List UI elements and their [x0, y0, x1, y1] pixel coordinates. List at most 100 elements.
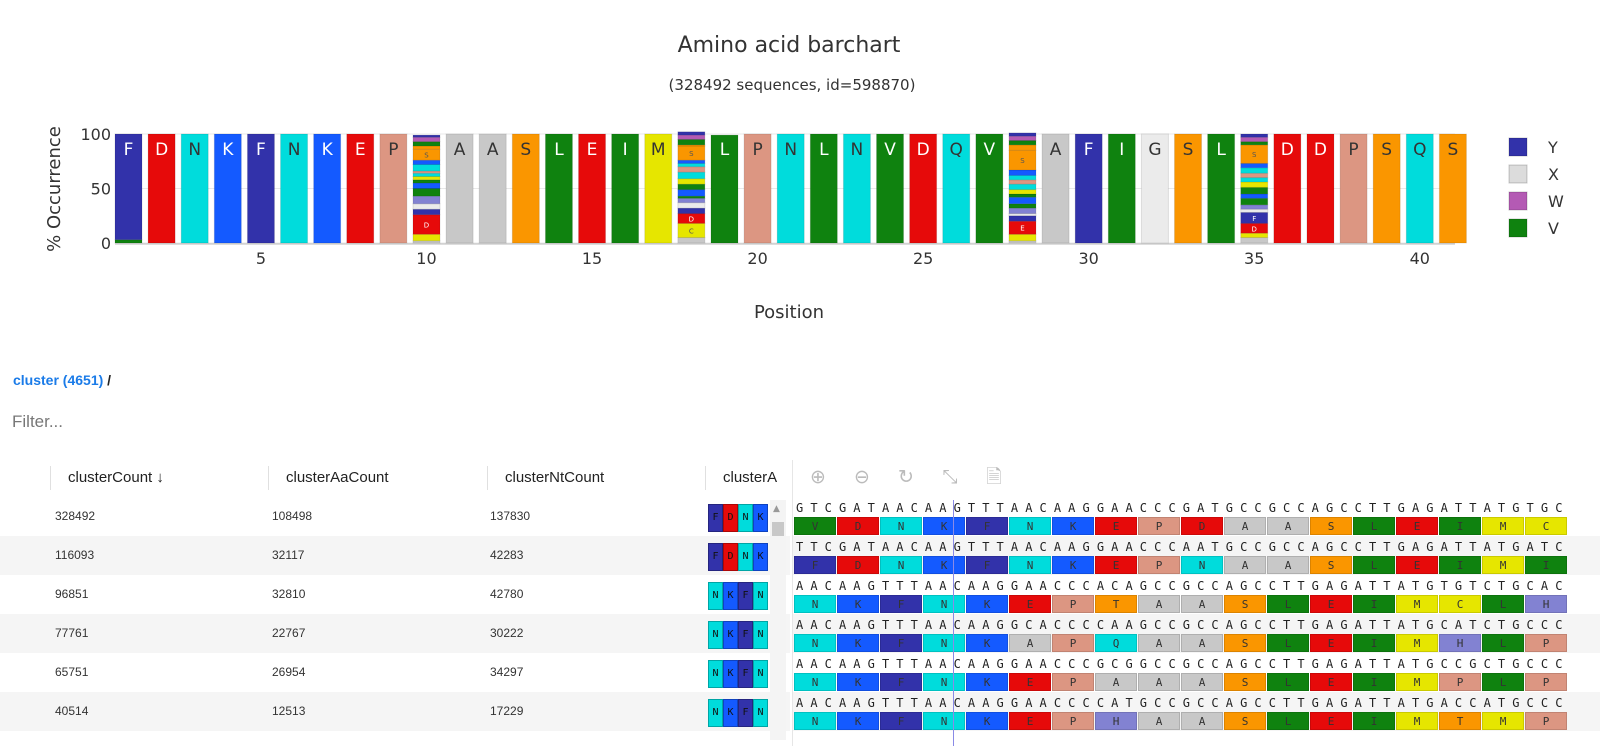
table-scrollbar[interactable]: ▲ — [770, 500, 786, 740]
bar-position-3: N — [180, 133, 209, 244]
zoom-in-icon[interactable]: ⊕ — [810, 466, 826, 488]
bar-segment-D — [147, 133, 176, 244]
aa-cell: K — [966, 595, 1008, 613]
bar-position-7: K — [313, 133, 342, 244]
bar-letter: V — [984, 140, 996, 160]
aa-cell: E — [1310, 673, 1352, 691]
bar-position-9: P — [379, 133, 408, 244]
bar-letter: I — [623, 140, 628, 160]
aa-cell: S — [1310, 556, 1352, 574]
column-header-clusterntcount[interactable]: clusterNtCount — [487, 466, 705, 490]
mini-aa-cell — [708, 504, 723, 532]
bar-letter: F — [1084, 140, 1094, 160]
scroll-up-icon[interactable]: ▲ — [773, 504, 780, 514]
aa-cell: F — [966, 556, 1008, 574]
bar-segment-G — [1008, 213, 1037, 217]
bar-position-26: Q — [942, 133, 971, 244]
table-row[interactable]: 328492 108498 137830 FDNK — [0, 497, 790, 536]
reset-icon[interactable]: ↻ — [898, 466, 914, 488]
bar-segment-L — [809, 133, 838, 244]
aa-cell: S — [1224, 595, 1266, 613]
alignment-row: TTCGATAACAAGTTTAACAAGGAACCCAATGCCGCCAGCC… — [793, 536, 1600, 575]
scroll-thumb[interactable] — [772, 522, 784, 536]
cell-clustercount: 116093 — [55, 548, 95, 562]
bar-segment-N — [412, 172, 441, 178]
aa-cell: E — [1310, 595, 1352, 613]
x-tick-label: 15 — [582, 249, 602, 268]
bar-segment-V — [1008, 140, 1037, 146]
bar-segment-R — [1240, 162, 1269, 169]
segment-label: S — [689, 150, 694, 158]
bar-segment-Y — [412, 134, 441, 138]
aa-cell: C — [1439, 595, 1481, 613]
column-header-clustercount[interactable]: clusterCount ↓ — [50, 466, 268, 490]
bar-position-40: Q — [1405, 133, 1434, 244]
bar-segment-D — [1273, 133, 1302, 244]
segment-label: F — [1252, 215, 1256, 223]
aa-cell: N — [880, 556, 922, 574]
bar-segment-L — [1207, 133, 1236, 244]
filter-input[interactable] — [12, 412, 512, 432]
x-tick-label: 40 — [1410, 249, 1430, 268]
zoom-out-icon[interactable]: ⊖ — [854, 466, 870, 488]
aa-cell: D — [837, 517, 879, 535]
table-row[interactable]: 96851 32810 42780 NKFN — [0, 575, 790, 614]
table-row[interactable]: 65751 26954 34297 NKFN — [0, 653, 790, 692]
breadcrumb-cluster-link[interactable]: cluster (4651) — [13, 372, 104, 388]
aa-cell: H — [1095, 712, 1137, 730]
collapse-icon[interactable]: ⤡ — [942, 466, 958, 488]
bar-position-39: S — [1372, 133, 1401, 244]
aa-cell: I — [1439, 517, 1481, 535]
bar-position-28: ES — [1008, 132, 1037, 244]
aa-cell: A — [1009, 634, 1051, 652]
bar-segment-C — [412, 233, 441, 242]
mini-aa-cell — [708, 660, 723, 688]
aa-cell: L — [1267, 595, 1309, 613]
export-icon[interactable]: 🗎 — [986, 466, 1002, 488]
bar-segment-S — [1438, 133, 1467, 244]
bar-position-10: DS — [412, 134, 441, 244]
aa-cell: A — [1224, 556, 1266, 574]
bar-segment-Y — [1240, 133, 1269, 138]
bar-segment-N — [280, 133, 309, 244]
aa-cell: M — [1396, 634, 1438, 652]
bar-letter: L — [554, 140, 564, 160]
mini-aa-cells — [708, 504, 768, 532]
table-row[interactable]: 116093 32117 42283 FDNK — [0, 536, 790, 575]
bar-position-20: P — [743, 133, 772, 244]
mini-aa-cells — [708, 699, 768, 727]
cell-clustercount: 65751 — [55, 665, 89, 679]
bar-segment-W — [412, 136, 441, 143]
bar-position-2: D — [147, 133, 176, 244]
segment-label: S — [1252, 151, 1257, 159]
table-row[interactable]: 40514 12513 17229 NKFN — [0, 692, 790, 731]
aa-cell: N — [1181, 556, 1223, 574]
nucleotide-sequence: AACAAGTTTAACAAGGAACCCGCGGCCGCCAGCCTTGAGA… — [796, 657, 1570, 671]
mini-aa-cell — [738, 582, 753, 610]
aa-cell: K — [923, 517, 965, 535]
bar-segment-K — [412, 182, 441, 190]
aa-cell: N — [794, 595, 836, 613]
segment-label: D — [1252, 225, 1257, 233]
column-header-clusteraacount[interactable]: clusterAaCount — [268, 466, 487, 490]
aa-cell: K — [923, 556, 965, 574]
table-row[interactable]: 77761 22767 30222 NKFN — [0, 614, 790, 653]
bar-segment-V — [975, 133, 1004, 244]
bar-segment-V — [412, 141, 441, 147]
aa-cell: F — [966, 517, 1008, 535]
column-header-clusteraa[interactable]: clusterA — [705, 466, 792, 490]
chart-subtitle: (328492 sequences, id=598870) — [669, 76, 916, 94]
y-tick-label: 50 — [91, 180, 111, 199]
aa-cell: E — [1095, 556, 1137, 574]
bar-segment-Y — [677, 131, 706, 136]
bar-position-6: N — [280, 133, 309, 244]
cell-clusteraacount: 32810 — [272, 587, 306, 601]
mini-aa-cell — [708, 699, 723, 727]
bar-letter: P — [1348, 140, 1358, 160]
aa-cell: E — [1009, 673, 1051, 691]
bar-position-34: L — [1207, 133, 1236, 244]
aa-cell: F — [880, 712, 922, 730]
mini-aa-cell — [738, 699, 753, 727]
aa-cell: I — [1525, 556, 1567, 574]
bar-letter: N — [851, 140, 864, 160]
